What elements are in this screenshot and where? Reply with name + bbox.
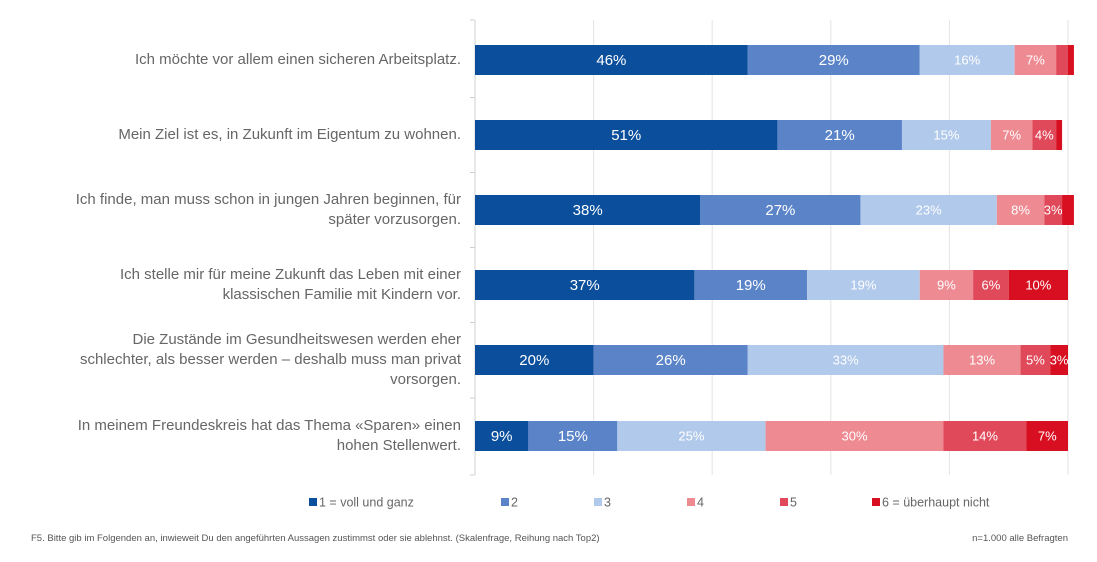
category-label: Ich möchte vor allem einen sicheren Arbe… xyxy=(135,51,461,68)
data-label: 3% xyxy=(1044,202,1063,217)
legend: 1 = voll und ganz 2 3 4 5 6 = überhaupt nicht xyxy=(309,495,990,509)
category-label: später vorzusorgen. xyxy=(328,211,461,228)
category-label: vorsorgen. xyxy=(390,371,461,388)
bar-segment xyxy=(919,45,1015,75)
bar-segment xyxy=(1056,45,1068,75)
data-label: 9% xyxy=(937,277,956,292)
bar-segment xyxy=(475,195,701,225)
data-label: 4% xyxy=(1035,127,1054,142)
bar-segment xyxy=(901,120,991,150)
data-label: 8% xyxy=(1011,202,1030,217)
data-label: 23% xyxy=(916,202,942,217)
bar-segment xyxy=(860,195,997,225)
category-label: hohen Stellenwert. xyxy=(337,437,461,454)
bar-segment xyxy=(777,120,902,150)
bar-segment xyxy=(807,270,920,300)
data-label: 46% xyxy=(596,52,626,69)
legend-label: 3 xyxy=(604,495,611,509)
category-label: In meinem Freundeskreis hat das Thema «S… xyxy=(78,417,461,434)
legend-swatch xyxy=(594,498,602,506)
category-label: Ich stelle mir für meine Zukunft das Leb… xyxy=(120,266,461,283)
stacked-bar-chart: Ich möchte vor allem einen sicheren Arbe… xyxy=(76,19,1074,509)
question-footnote: F5. Bitte gib im Folgenden an, inwieweit… xyxy=(31,533,600,544)
category-label: Die Zustände im Gesundheitswesen werden … xyxy=(132,331,461,348)
legend-label: 6 = überhaupt nicht xyxy=(882,495,990,509)
bar-segment xyxy=(973,270,1009,300)
bar-segment xyxy=(475,345,594,375)
bar-segment xyxy=(1026,421,1068,451)
bar-segment xyxy=(943,421,1027,451)
data-label: 10% xyxy=(1025,277,1051,292)
data-label: 21% xyxy=(825,127,855,144)
legend-label: 4 xyxy=(697,495,704,509)
data-label: 16% xyxy=(954,52,980,67)
bar-segment xyxy=(1020,345,1051,375)
bar-segment xyxy=(943,345,1021,375)
bar-segment xyxy=(1008,270,1068,300)
bar-segment xyxy=(1056,120,1063,150)
data-label: 14% xyxy=(972,428,998,443)
bar-segment xyxy=(747,345,944,375)
bar-segment xyxy=(528,421,618,451)
data-label: 33% xyxy=(833,352,859,367)
bar-segment xyxy=(694,270,808,300)
bar-segment xyxy=(475,120,778,150)
data-label: 15% xyxy=(558,428,588,445)
data-label: 51% xyxy=(611,127,641,144)
bar-segment xyxy=(700,195,861,225)
data-label: 7% xyxy=(1038,428,1057,443)
data-label: 19% xyxy=(850,277,876,292)
data-label: 7% xyxy=(1026,52,1045,67)
bar-segment xyxy=(1014,45,1057,75)
bar-segment xyxy=(617,421,766,451)
data-label: 3% xyxy=(1050,352,1069,367)
bar-segment xyxy=(1062,195,1074,225)
data-label: 15% xyxy=(933,127,959,142)
data-label: 25% xyxy=(678,428,704,443)
data-label: 27% xyxy=(765,202,795,219)
bar-segment xyxy=(475,45,748,75)
bar-segment xyxy=(1068,45,1074,75)
legend-swatch xyxy=(872,498,880,506)
data-label: 13% xyxy=(969,352,995,367)
category-label: schlechter, als besser werden – deshalb … xyxy=(80,351,462,368)
data-label: 7% xyxy=(1002,127,1021,142)
data-label: 29% xyxy=(819,52,849,69)
legend-label: 2 xyxy=(511,495,518,509)
data-label: 30% xyxy=(842,428,868,443)
bar-segment xyxy=(593,345,748,375)
bar-segment xyxy=(1044,195,1063,225)
category-label: klassischen Familie mit Kindern vor. xyxy=(223,286,461,303)
data-label: 6% xyxy=(982,277,1001,292)
data-label: 37% xyxy=(570,277,600,294)
data-label: 19% xyxy=(736,277,766,294)
sample-size-note: n=1.000 alle Befragten xyxy=(972,533,1068,544)
legend-swatch xyxy=(501,498,509,506)
category-label: Mein Ziel ist es, in Zukunft im Eigentum… xyxy=(118,126,461,143)
data-label: 5% xyxy=(1026,352,1045,367)
bar-segment xyxy=(1050,345,1068,375)
legend-swatch xyxy=(687,498,695,506)
category-labels: Ich möchte vor allem einen sicheren Arbe… xyxy=(76,51,462,454)
data-label: 38% xyxy=(573,202,603,219)
bar-segment xyxy=(747,45,920,75)
bar-segment xyxy=(919,270,974,300)
data-label: 9% xyxy=(491,428,513,445)
bar-segment xyxy=(475,421,529,451)
bar-segment xyxy=(996,195,1045,225)
bars: 46% 29% 16% 7% 51% 21% 15% 7% 4% 38% 27% 23% 8% 3% 37%… xyxy=(475,45,1074,451)
legend-swatch xyxy=(309,498,317,506)
legend-label: 5 xyxy=(790,495,797,509)
bar-segment xyxy=(990,120,1033,150)
bar-segment xyxy=(1032,120,1057,150)
bar-segment xyxy=(765,421,944,451)
gridlines xyxy=(470,19,1069,476)
legend-label: 1 = voll und ganz xyxy=(319,495,414,509)
data-label: 20% xyxy=(519,352,549,369)
data-label: 26% xyxy=(656,352,686,369)
bar-segment xyxy=(475,270,695,300)
legend-swatch xyxy=(780,498,788,506)
category-label: Ich finde, man muss schon in jungen Jahr… xyxy=(76,191,461,208)
